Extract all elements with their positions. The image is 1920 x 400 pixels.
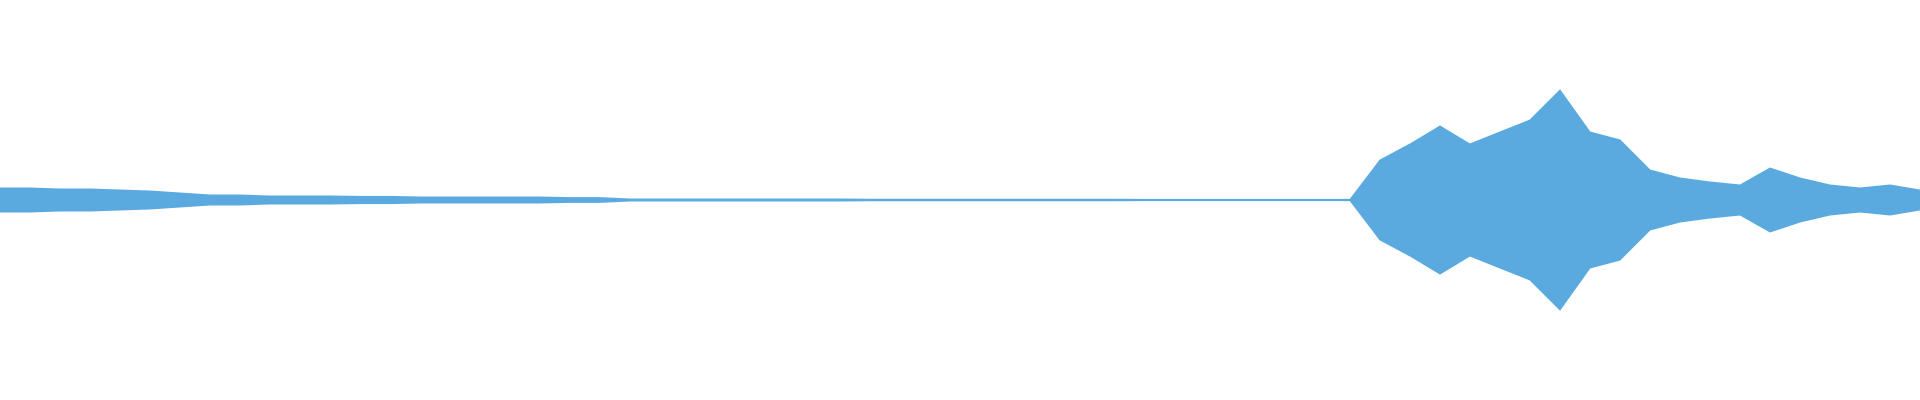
waveform-upper [0, 89, 1920, 201]
waveform-lower [0, 199, 1920, 311]
